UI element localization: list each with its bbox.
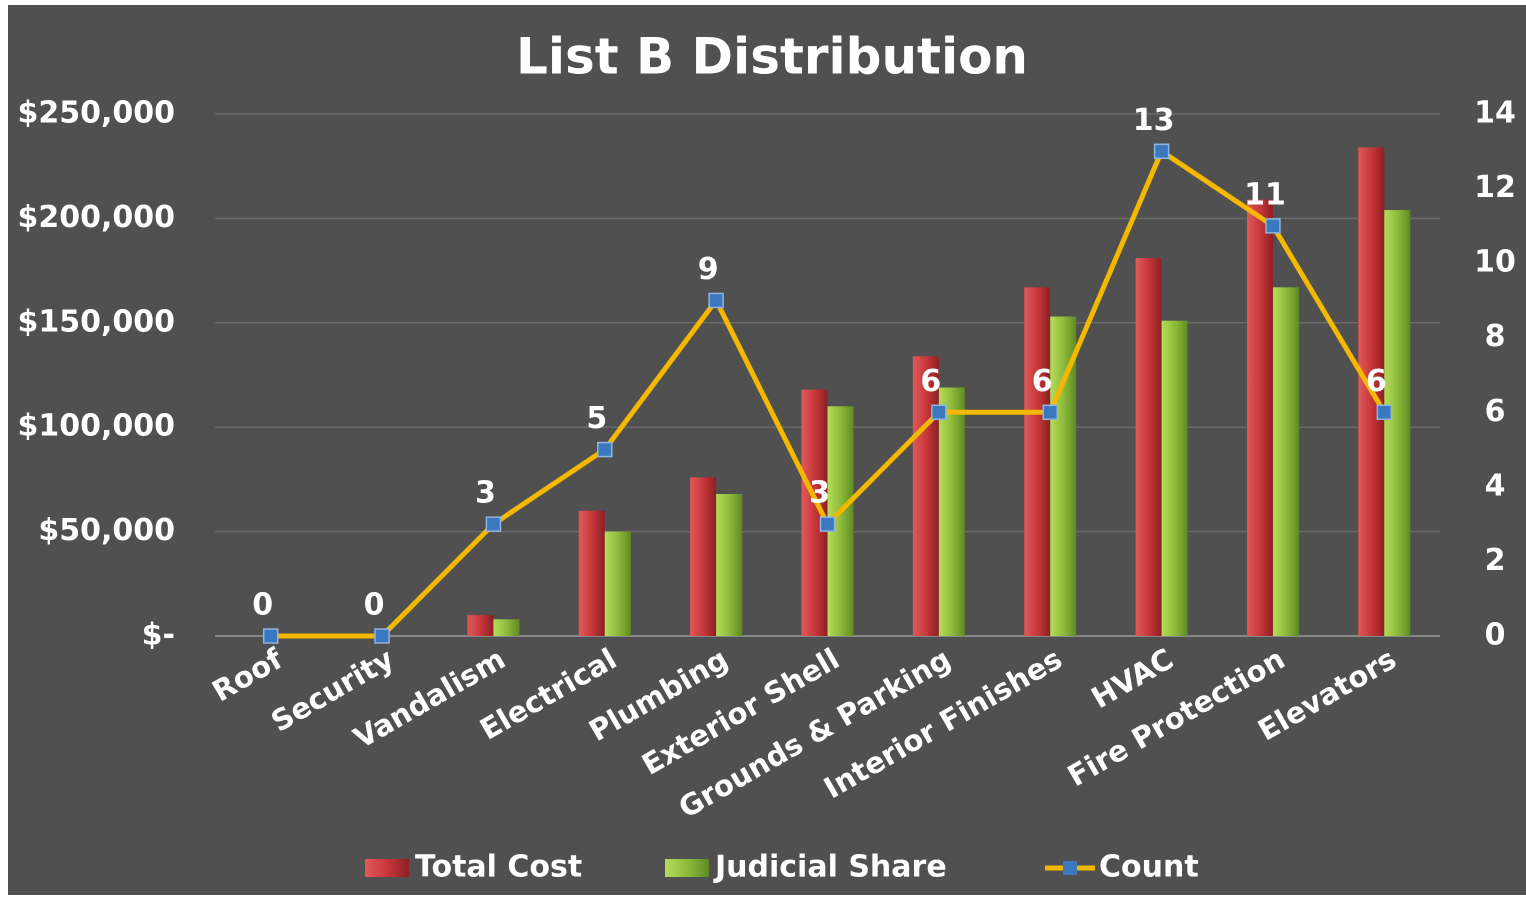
data-label: 3 <box>475 476 496 511</box>
bar <box>716 494 743 636</box>
y2-tick-label: 10 <box>1474 245 1516 280</box>
y-tick-label: $100,000 <box>17 409 175 444</box>
bar <box>1135 258 1162 636</box>
data-label: 6 <box>1032 364 1053 399</box>
y-tick-label: $250,000 <box>17 96 175 131</box>
bar <box>493 619 520 636</box>
line-marker <box>931 404 947 421</box>
bar <box>1024 287 1051 636</box>
data-label: 5 <box>586 401 607 436</box>
data-label: 0 <box>364 588 385 623</box>
bar <box>467 615 494 636</box>
bar <box>1161 320 1188 636</box>
bar <box>578 510 605 636</box>
line-marker <box>374 628 390 644</box>
y-tick-label: $200,000 <box>17 200 175 235</box>
y2-tick-label: 2 <box>1485 543 1506 578</box>
y2-tick-label: 12 <box>1474 170 1516 205</box>
data-label: 11 <box>1244 177 1286 212</box>
bar <box>1246 199 1273 636</box>
legend-marker <box>1063 861 1077 875</box>
data-label: 0 <box>252 588 273 623</box>
line-marker <box>1153 143 1170 160</box>
line-marker <box>1042 404 1058 421</box>
y-tick-label: $50,000 <box>38 513 175 548</box>
legend-label: Judicial Share <box>713 850 947 885</box>
data-label: 9 <box>698 252 719 287</box>
line-marker <box>597 441 613 458</box>
line-marker <box>1376 404 1393 421</box>
legend-label: Count <box>1099 850 1199 885</box>
data-label: 6 <box>1366 364 1387 399</box>
bar <box>1050 316 1077 636</box>
chart-title: List B Distribution <box>516 28 1028 86</box>
y2-tick-label: 4 <box>1485 468 1506 503</box>
line-marker <box>1265 218 1281 234</box>
legend-swatch <box>665 859 709 877</box>
line-marker <box>262 628 279 644</box>
line-marker <box>708 292 724 309</box>
y2-tick-label: 14 <box>1474 96 1516 131</box>
bar <box>1272 287 1299 636</box>
data-label: 3 <box>809 476 830 511</box>
line-marker <box>819 516 836 532</box>
legend-swatch <box>365 859 409 877</box>
y-tick-label: $150,000 <box>17 304 175 339</box>
bar <box>604 531 631 636</box>
y2-tick-label: 6 <box>1485 394 1506 429</box>
bar <box>1384 210 1411 636</box>
bar <box>912 356 939 636</box>
y2-tick-label: 0 <box>1485 618 1506 653</box>
data-label: 6 <box>920 364 941 399</box>
bar <box>690 477 717 636</box>
y2-tick-label: 8 <box>1485 319 1506 354</box>
line-marker <box>485 516 502 532</box>
legend-label: Total Cost <box>415 850 582 885</box>
data-label: 13 <box>1133 103 1175 138</box>
y-tick-label: $- <box>142 618 175 653</box>
bar <box>938 387 965 636</box>
